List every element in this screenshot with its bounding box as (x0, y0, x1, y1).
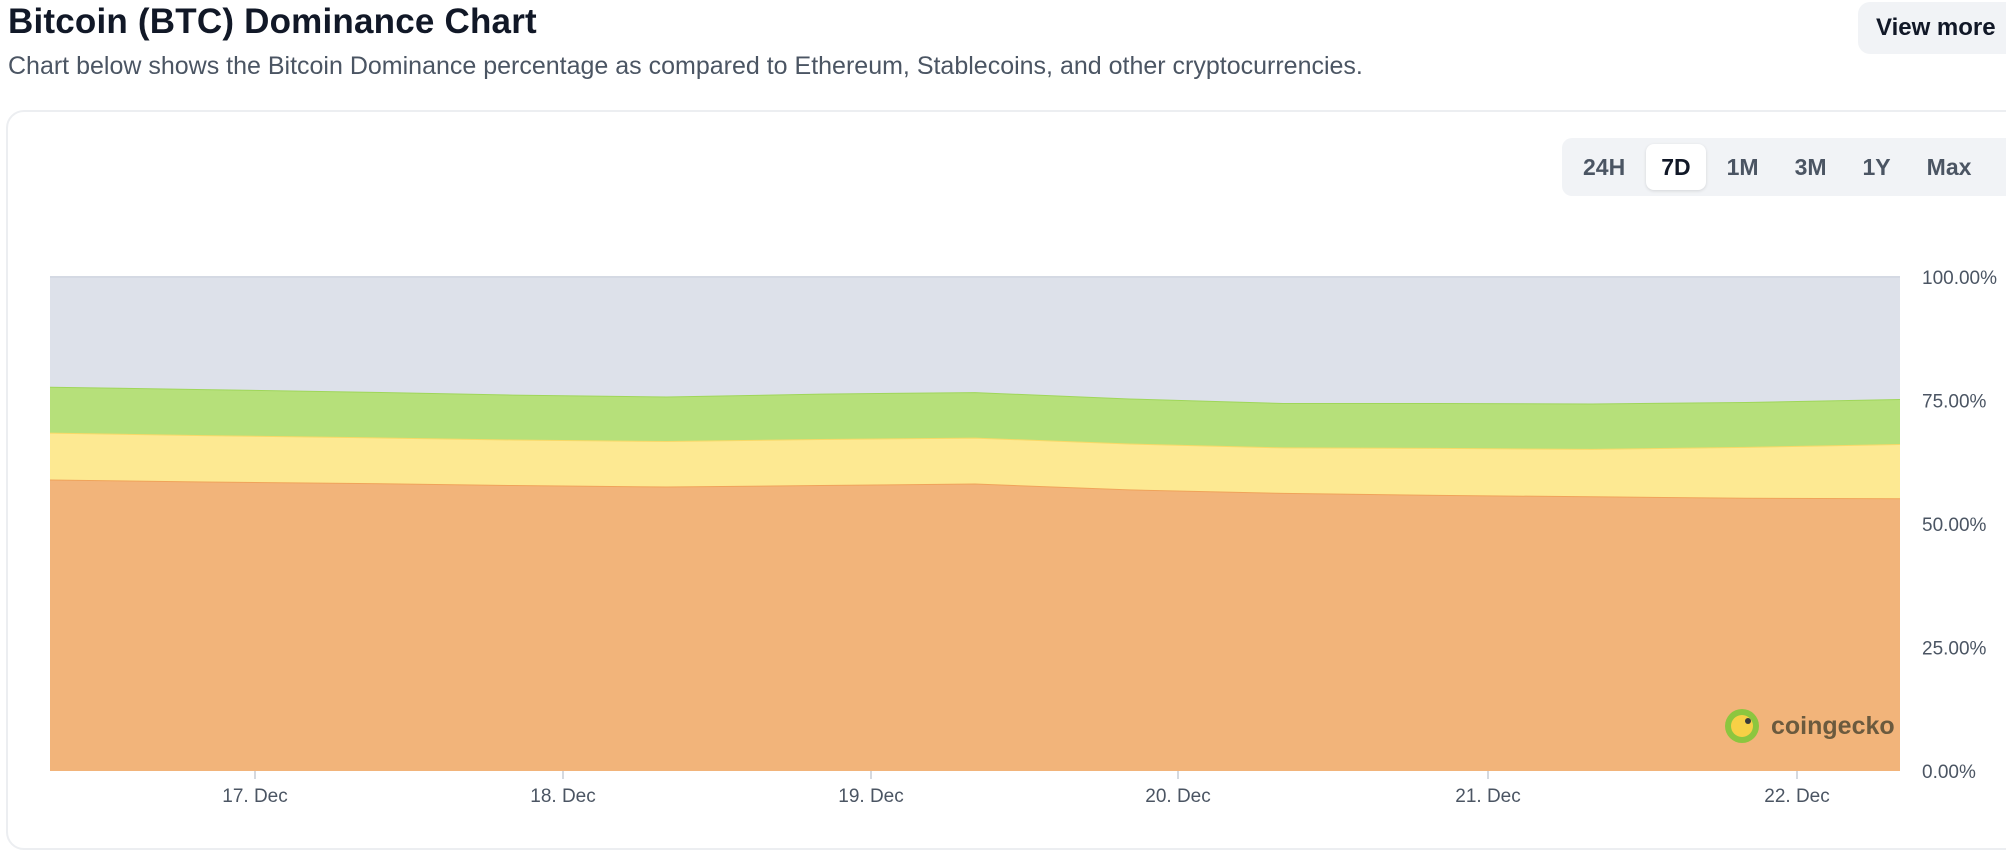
x-tick-label: 19. Dec (838, 786, 903, 807)
y-tick-label: 25.00% (1922, 639, 1987, 660)
coingecko-watermark: coingecko (1725, 709, 1895, 743)
watermark-text: coingecko (1771, 712, 1895, 740)
x-tick-label: 21. Dec (1455, 786, 1520, 807)
gecko-logo-inner (1731, 715, 1753, 737)
y-tick-label: 75.00% (1922, 392, 1987, 413)
x-tick-label: 22. Dec (1764, 786, 1829, 807)
dominance-area-chart: 0.00% 25.00% 50.00% 75.00% 100.00% 17. Dec 18.… (0, 0, 2006, 810)
gecko-logo-eye (1745, 718, 1751, 724)
series-area-others-area (50, 277, 1900, 404)
y-tick-label: 100.00% (1922, 268, 1997, 289)
x-tick-label: 18. Dec (530, 786, 595, 807)
x-tick-label: 17. Dec (222, 786, 287, 807)
y-tick-label: 0.00% (1922, 762, 1976, 783)
x-tick-label: 20. Dec (1145, 786, 1210, 807)
series-area-btc-area (50, 480, 1900, 772)
y-tick-label: 50.00% (1922, 515, 1987, 536)
